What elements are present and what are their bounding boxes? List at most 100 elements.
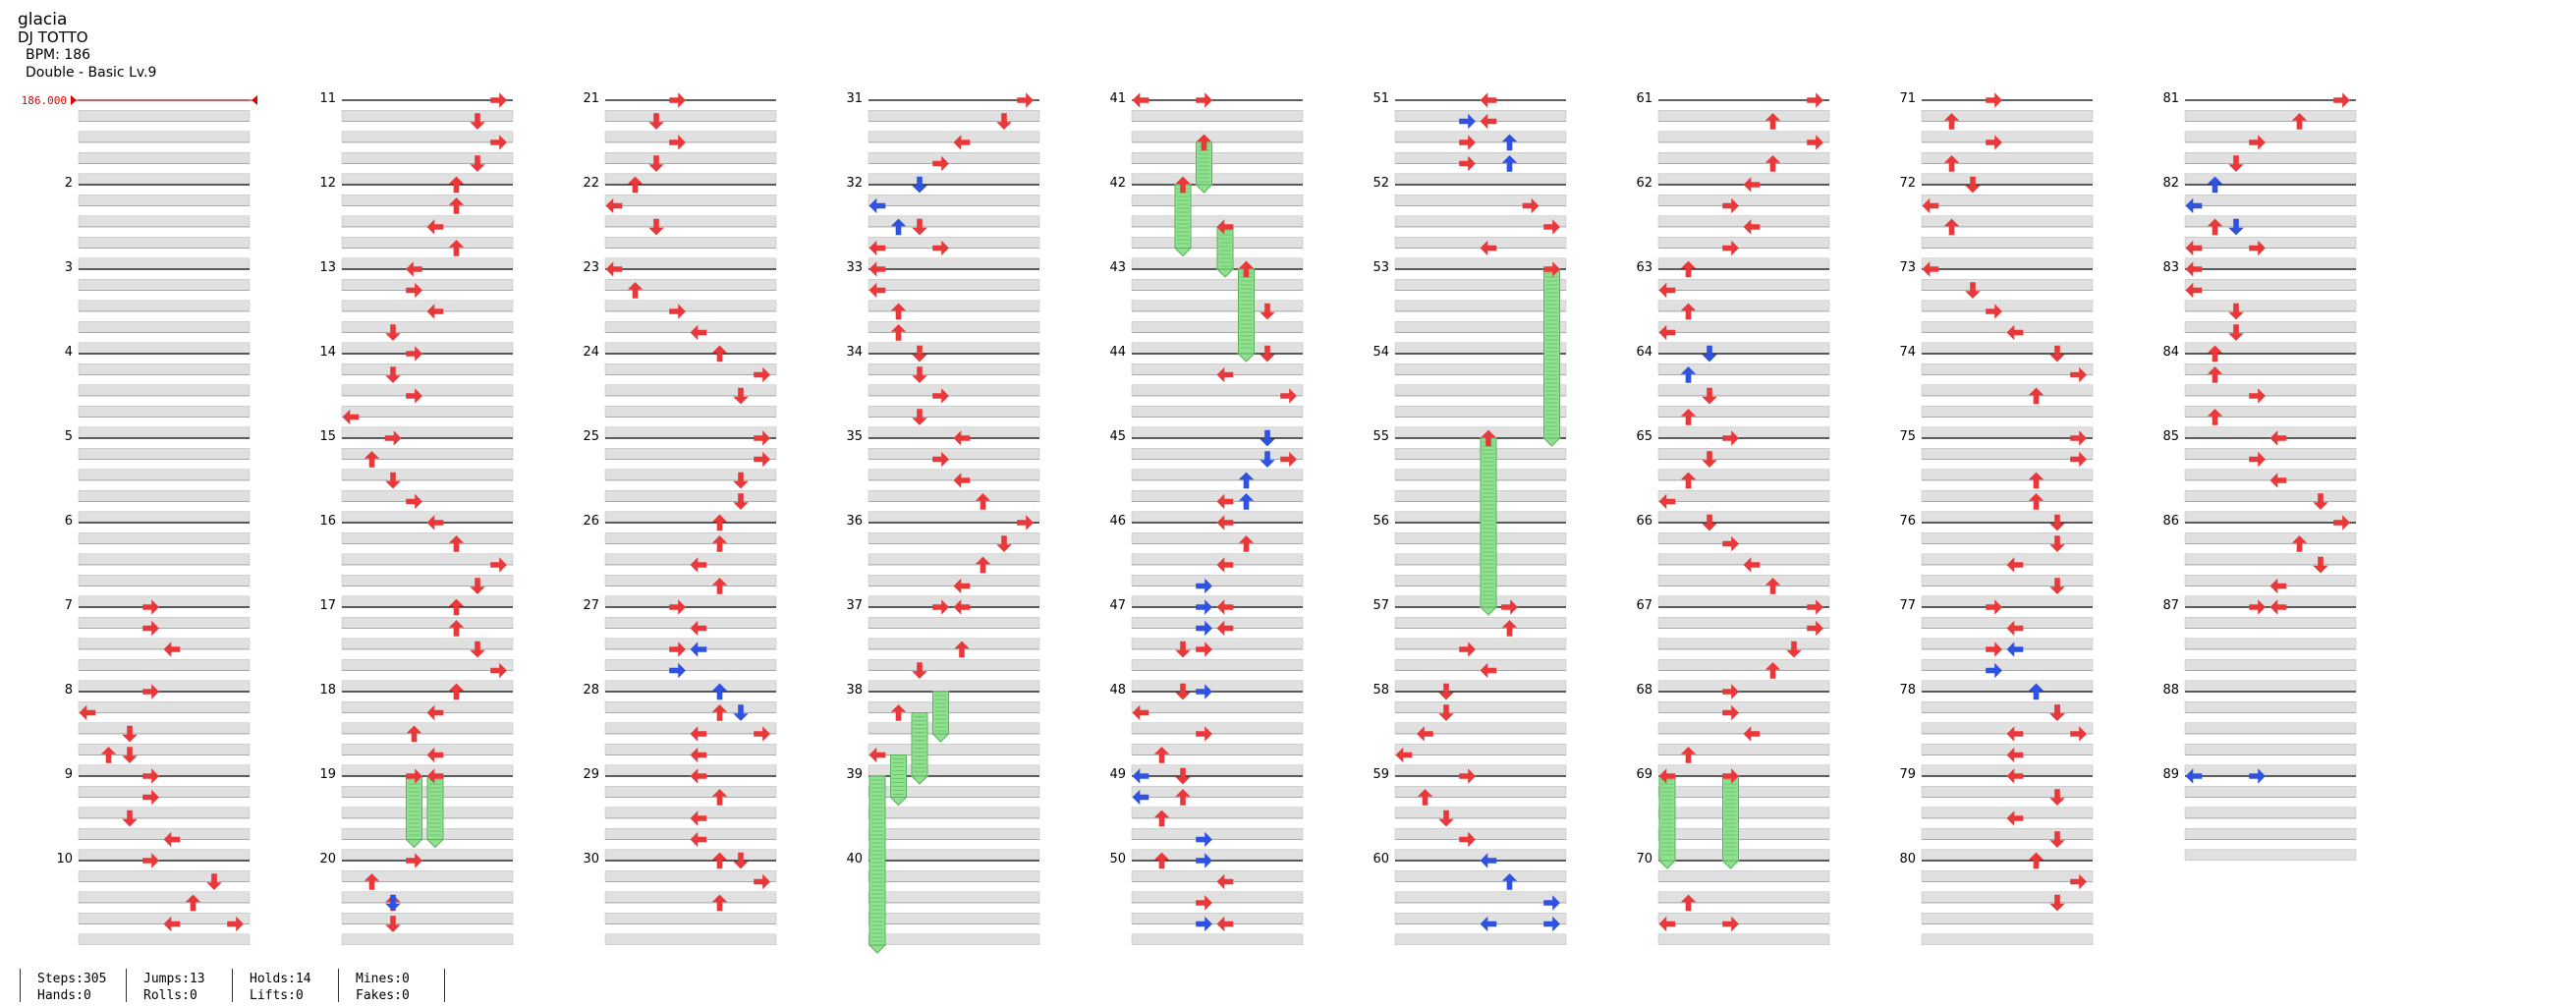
arrow-shape: [1260, 429, 1275, 447]
arrow-shape: [711, 683, 728, 700]
arrow-shape: [1417, 726, 1433, 742]
lane-band: [1394, 849, 1567, 861]
lane-band: [868, 575, 1040, 587]
arrow-shape: [1196, 853, 1212, 868]
arrow-shape: [1943, 218, 1960, 236]
lane-band: [868, 511, 1040, 523]
arrow-shape: [1480, 92, 1497, 108]
lane-band: [1131, 680, 1304, 692]
arrow-shape: [448, 620, 465, 637]
right-arrow: [142, 853, 159, 868]
arrow-shape: [1196, 726, 1212, 742]
arrow-shape: [2269, 473, 2287, 488]
lane-band: [78, 342, 251, 354]
lane-band: [341, 659, 514, 671]
down-arrow: [2028, 387, 2044, 405]
arrow-shape: [1501, 620, 1518, 637]
arrow-shape: [2269, 599, 2287, 615]
lane-band: [341, 891, 514, 903]
measure-number: 20: [319, 852, 336, 866]
lane-band: [78, 617, 251, 629]
measure-number: 78: [1899, 683, 1916, 698]
lane-band: [1657, 764, 1830, 776]
left-arrow: [868, 240, 886, 256]
hold-tail: [889, 797, 908, 807]
down-arrow: [711, 852, 728, 869]
arrow-shape: [2249, 135, 2266, 150]
arrow-shape: [448, 197, 465, 214]
lane-band: [604, 257, 777, 269]
hold-note: [1722, 775, 1739, 862]
arrow-shape: [1722, 768, 1739, 784]
left-arrow: [1743, 219, 1761, 235]
measure-number: 13: [319, 260, 336, 275]
lane-band: [604, 722, 777, 734]
down-arrow: [448, 598, 465, 616]
arrow-shape: [385, 472, 401, 489]
up-arrow: [470, 155, 485, 172]
lane-band: [1394, 406, 1567, 418]
up-arrow: [385, 894, 401, 912]
arrow-shape: [490, 557, 507, 573]
lane-band: [604, 195, 777, 206]
arrow-shape: [163, 916, 181, 932]
arrow-shape: [996, 535, 1012, 552]
arrow-shape: [1238, 535, 1255, 552]
arrow-shape: [2028, 852, 2044, 869]
arrow-shape: [2207, 366, 2223, 383]
arrow-shape: [142, 684, 159, 699]
lane-band: [341, 617, 514, 629]
lane-band: [1394, 237, 1567, 249]
lane-band: [1657, 913, 1830, 924]
arrow-shape: [868, 240, 886, 256]
measure-number: 63: [1636, 260, 1652, 275]
arrow-shape: [406, 725, 422, 743]
arrow-shape: [142, 789, 159, 806]
measure-number: 53: [1372, 260, 1389, 275]
arrow-shape: [406, 282, 422, 299]
lane-band: [604, 680, 777, 692]
arrow-shape: [122, 725, 138, 743]
arrow-shape: [79, 704, 96, 721]
measure-number: 40: [846, 852, 863, 866]
left-arrow: [953, 599, 971, 615]
arrow-shape: [1722, 430, 1739, 446]
right-arrow: [1986, 662, 2002, 679]
lane-band: [868, 722, 1040, 734]
arrow-shape: [912, 218, 927, 236]
arrow-shape: [690, 831, 707, 848]
up-arrow: [1175, 641, 1191, 658]
lane-band: [1657, 532, 1830, 544]
up-arrow: [912, 176, 927, 194]
measure-number: 42: [1109, 176, 1126, 191]
right-arrow: [406, 388, 422, 404]
measure-number: 64: [1636, 345, 1652, 360]
right-arrow: [2070, 873, 2087, 890]
measure-number: 49: [1109, 767, 1126, 782]
arrow-shape: [2313, 556, 2328, 574]
arrow-shape: [1459, 642, 1476, 657]
down-arrow: [1238, 260, 1255, 278]
up-arrow: [1175, 767, 1191, 785]
down-arrow: [1943, 113, 1960, 130]
measure-number: 34: [846, 345, 863, 360]
lane-band: [78, 933, 251, 945]
left-arrow: [605, 261, 623, 277]
lane-band: [1921, 807, 2094, 818]
lane-band: [341, 490, 514, 502]
arrow-shape: [2228, 155, 2244, 172]
measure-number: 36: [846, 514, 863, 529]
down-arrow: [1764, 662, 1781, 679]
arrow-shape: [690, 642, 707, 657]
down-arrow: [2207, 218, 2223, 236]
right-arrow: [1017, 515, 1034, 531]
arrow-shape: [953, 135, 971, 150]
lane-band: [341, 764, 514, 776]
right-arrow: [1501, 599, 1518, 615]
left-arrow: [690, 831, 707, 848]
measure-number: 84: [2162, 345, 2179, 360]
arrow-shape: [1722, 704, 1739, 721]
right-arrow: [1196, 642, 1212, 657]
arrow-shape: [2249, 451, 2266, 468]
step-chart: 2345678910111213141516171819202122232425…: [22, 91, 2357, 954]
